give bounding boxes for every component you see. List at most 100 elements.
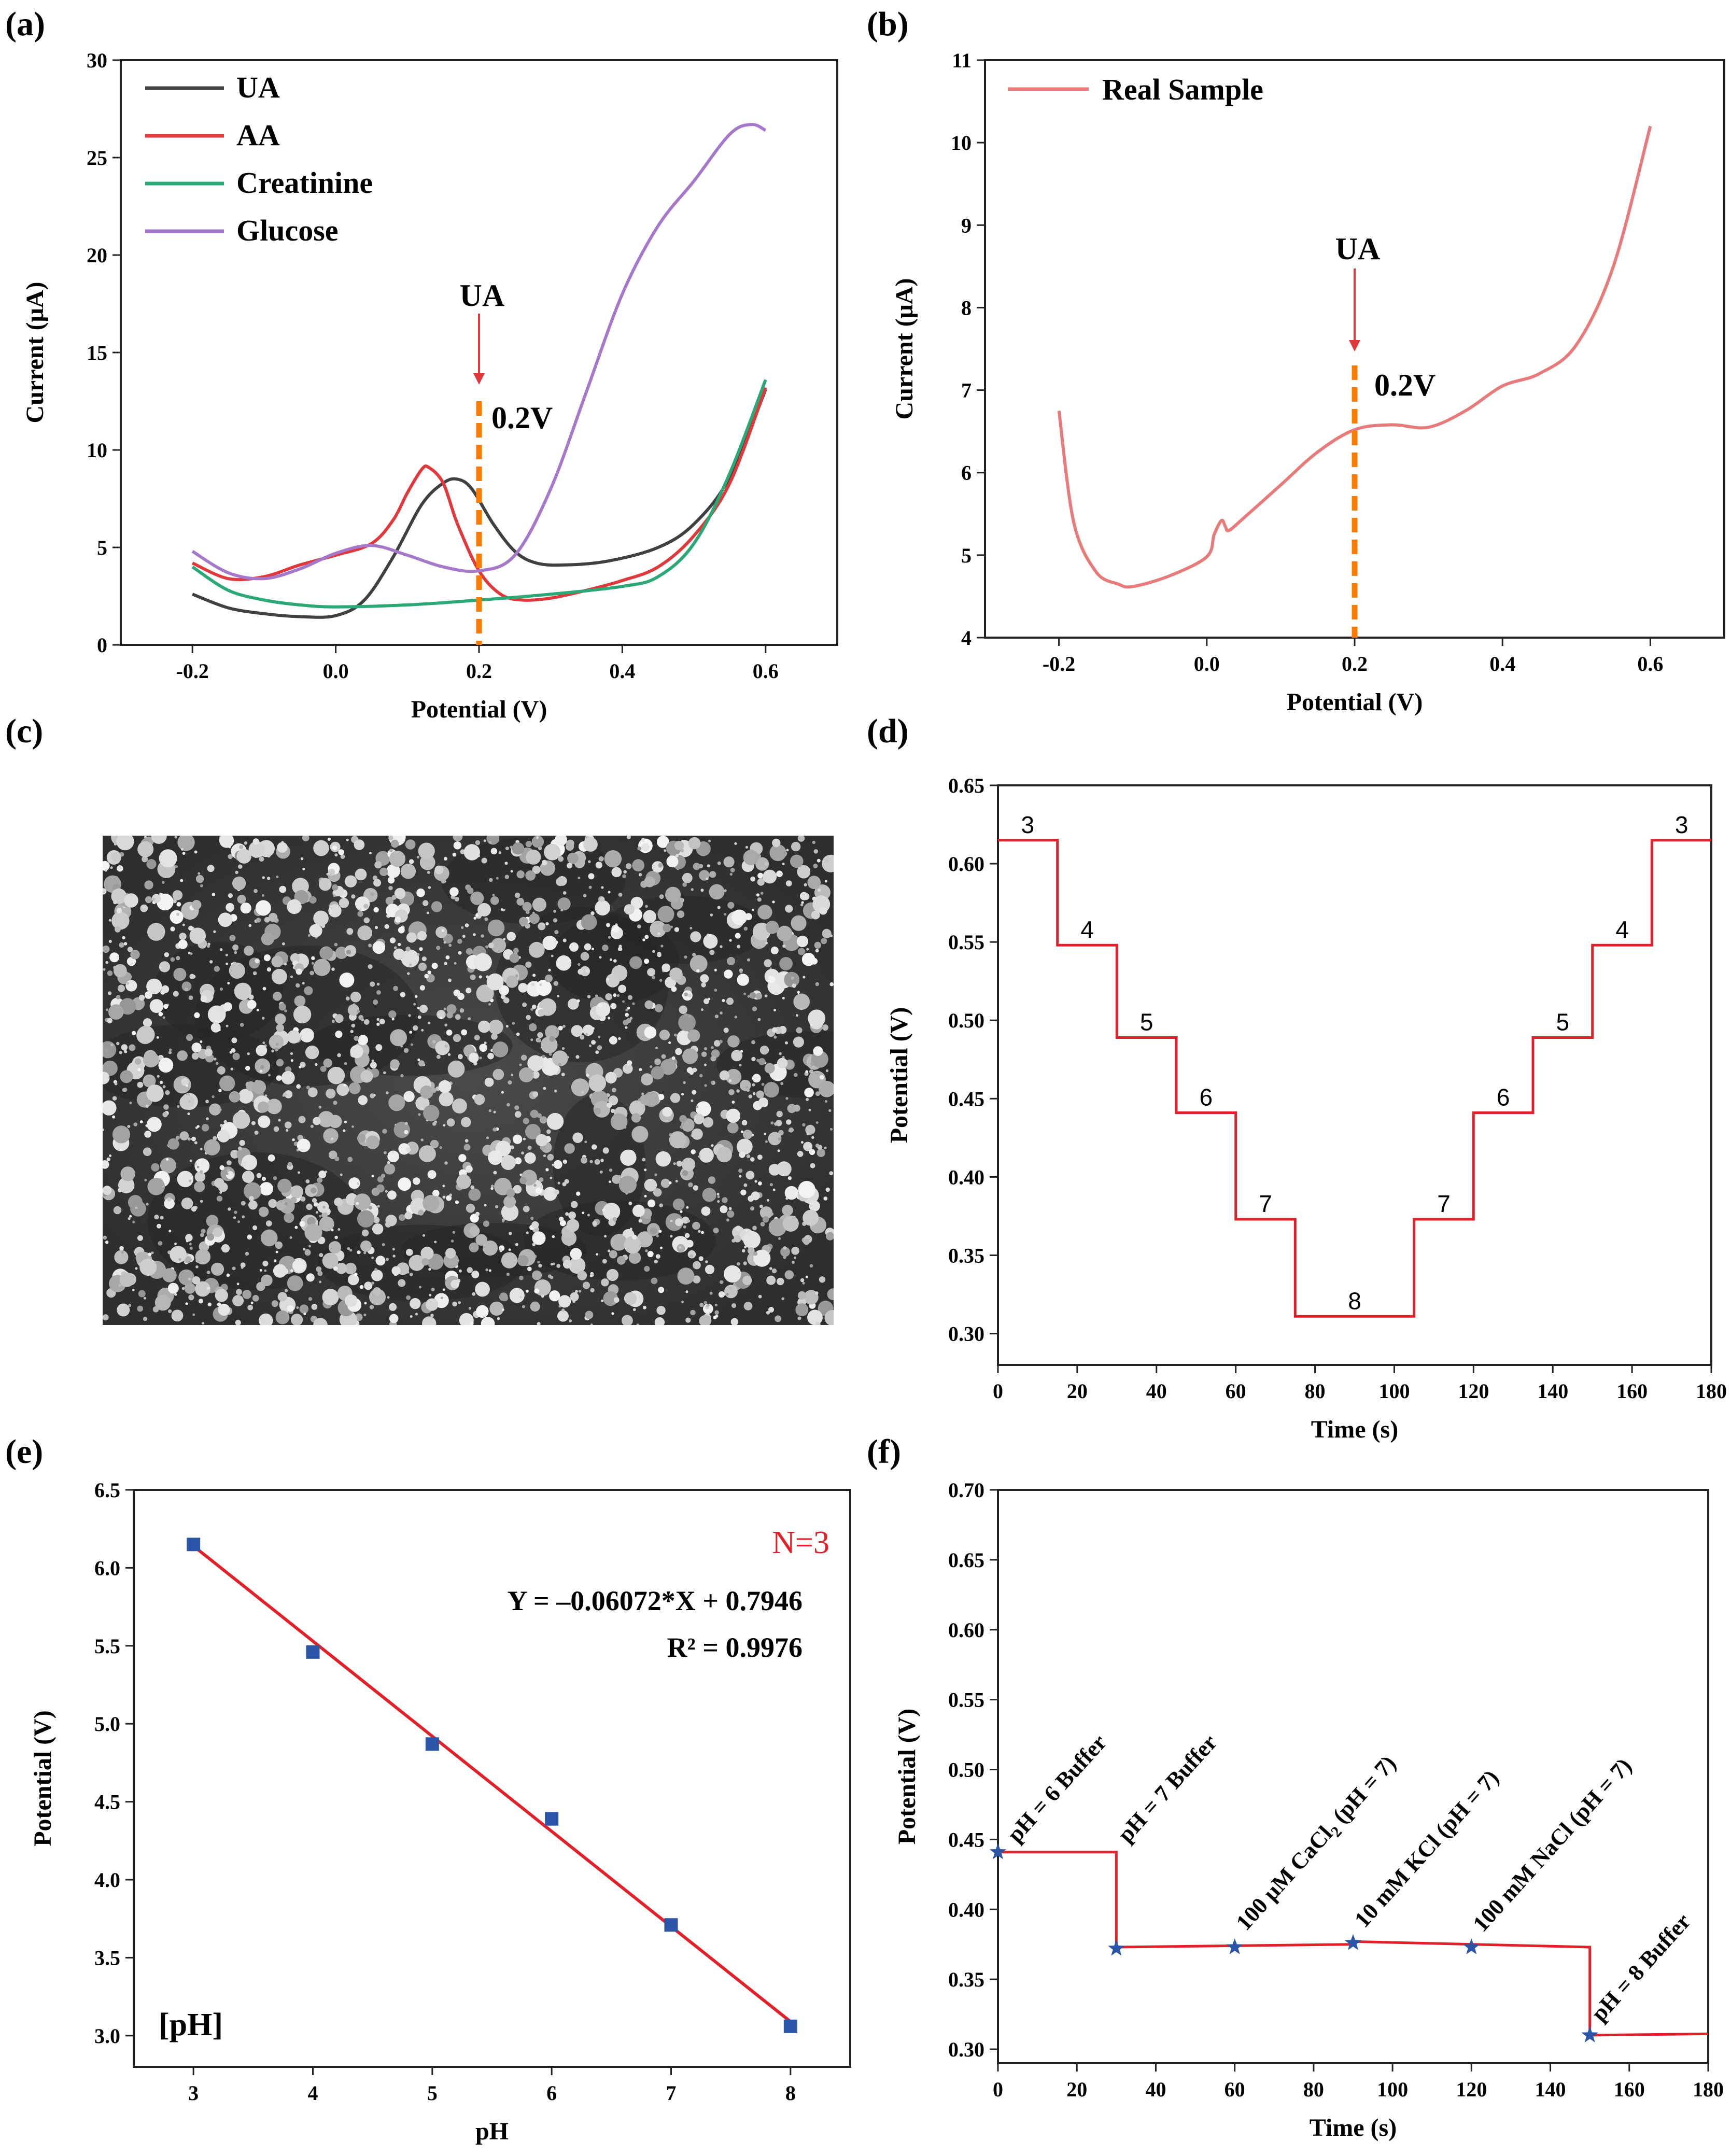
sem-particle bbox=[206, 1271, 210, 1275]
sem-particle bbox=[302, 982, 305, 985]
sem-particle bbox=[655, 1151, 671, 1167]
sem-particle bbox=[805, 1124, 815, 1135]
b-marker-label: 0.2V bbox=[1374, 368, 1436, 402]
sem-particle bbox=[474, 1035, 480, 1040]
sem-particle bbox=[459, 1008, 465, 1013]
sem-particle bbox=[426, 911, 429, 914]
sem-particle bbox=[144, 880, 153, 890]
d-xtick-label: 100 bbox=[1378, 1379, 1410, 1403]
sem-particle bbox=[692, 1090, 697, 1095]
sem-particle bbox=[332, 884, 339, 891]
sem-particle bbox=[452, 852, 457, 857]
sem-particle bbox=[805, 1070, 808, 1073]
sem-particle bbox=[432, 1122, 437, 1126]
sem-particle bbox=[606, 978, 609, 981]
sem-particle bbox=[609, 1036, 617, 1045]
sem-particle bbox=[295, 968, 302, 975]
sem-particle bbox=[146, 1203, 149, 1206]
sem-particle bbox=[637, 847, 642, 851]
sem-particle bbox=[137, 841, 154, 857]
sem-particle bbox=[404, 1130, 409, 1134]
sem-particle bbox=[261, 1274, 273, 1286]
sem-particle bbox=[144, 1178, 147, 1182]
sem-particle bbox=[825, 1069, 829, 1073]
sem-particle bbox=[602, 1147, 609, 1154]
sem-particle bbox=[409, 859, 414, 864]
sem-particle bbox=[797, 1316, 801, 1320]
sem-particle bbox=[305, 1045, 319, 1060]
sem-particle bbox=[606, 974, 620, 988]
sem-particle bbox=[701, 1231, 704, 1234]
sem-particle bbox=[131, 1031, 136, 1036]
sem-particle bbox=[103, 968, 106, 971]
sem-particle bbox=[710, 1081, 713, 1084]
sem-particle bbox=[158, 1058, 174, 1073]
sem-particle bbox=[273, 1176, 277, 1180]
sem-particle bbox=[323, 1059, 332, 1068]
sem-particle bbox=[752, 1092, 756, 1095]
sem-particle bbox=[532, 1270, 542, 1280]
sem-particle bbox=[296, 1306, 299, 1309]
sem-particle bbox=[282, 1268, 289, 1275]
sem-particle bbox=[333, 894, 336, 897]
sem-particle bbox=[558, 1295, 571, 1308]
sem-particle bbox=[822, 1024, 828, 1031]
sem-particle bbox=[255, 958, 260, 964]
sem-particle bbox=[198, 1299, 204, 1304]
sem-particle bbox=[662, 1107, 672, 1117]
sem-particle bbox=[456, 1174, 471, 1189]
sem-particle bbox=[306, 1273, 315, 1282]
sem-particle bbox=[475, 1211, 480, 1216]
sem-particle bbox=[499, 1292, 508, 1302]
sem-particle bbox=[658, 1287, 665, 1293]
sem-particle bbox=[382, 1129, 387, 1134]
sem-particle bbox=[505, 1025, 509, 1028]
sem-particle bbox=[284, 1202, 288, 1206]
sem-particle bbox=[137, 1068, 141, 1072]
sem-particle bbox=[641, 838, 645, 842]
sem-particle bbox=[713, 1040, 721, 1047]
sem-particle bbox=[657, 906, 674, 923]
sem-particle bbox=[185, 1302, 188, 1305]
sem-particle bbox=[244, 946, 254, 956]
sem-particle bbox=[219, 836, 234, 848]
sem-particle bbox=[168, 1230, 172, 1233]
sem-particle bbox=[647, 968, 656, 977]
sem-particle bbox=[591, 1040, 596, 1045]
sem-particle bbox=[400, 992, 406, 997]
sem-particle bbox=[300, 1196, 306, 1202]
sem-particle bbox=[822, 854, 834, 872]
sem-particle bbox=[272, 968, 287, 984]
b-ytick-label: 6 bbox=[961, 461, 972, 485]
sem-particle bbox=[135, 1206, 138, 1209]
sem-particle bbox=[611, 1108, 615, 1114]
sem-particle bbox=[293, 1005, 312, 1024]
sem-particle bbox=[446, 1004, 457, 1014]
sem-particle bbox=[219, 987, 223, 991]
sem-particle bbox=[584, 1140, 587, 1144]
sem-particle bbox=[590, 911, 595, 915]
sem-particle bbox=[752, 1083, 755, 1087]
sem-particle bbox=[398, 1279, 406, 1287]
sem-particle bbox=[752, 1006, 757, 1011]
sem-particle bbox=[713, 1228, 719, 1234]
sem-particle bbox=[531, 1004, 537, 1009]
f-ytick-label: 0.45 bbox=[948, 1828, 984, 1851]
sem-particle bbox=[592, 948, 594, 951]
sem-particle bbox=[103, 1060, 118, 1076]
sem-particle bbox=[675, 854, 679, 857]
sem-particle bbox=[458, 1301, 461, 1304]
sem-particle bbox=[124, 1050, 128, 1053]
sem-particle bbox=[826, 1232, 834, 1241]
sem-particle bbox=[731, 1050, 743, 1062]
sem-particle bbox=[682, 872, 693, 883]
sem-particle bbox=[151, 1163, 160, 1172]
sem-particle bbox=[722, 1197, 728, 1203]
sem-particle bbox=[423, 1234, 426, 1237]
sem-particle bbox=[444, 962, 447, 965]
sem-particle bbox=[726, 997, 734, 1005]
sem-particle bbox=[290, 975, 293, 978]
sem-particle bbox=[262, 1017, 265, 1020]
sem-particle bbox=[539, 1177, 544, 1182]
sem-particle bbox=[274, 918, 279, 923]
